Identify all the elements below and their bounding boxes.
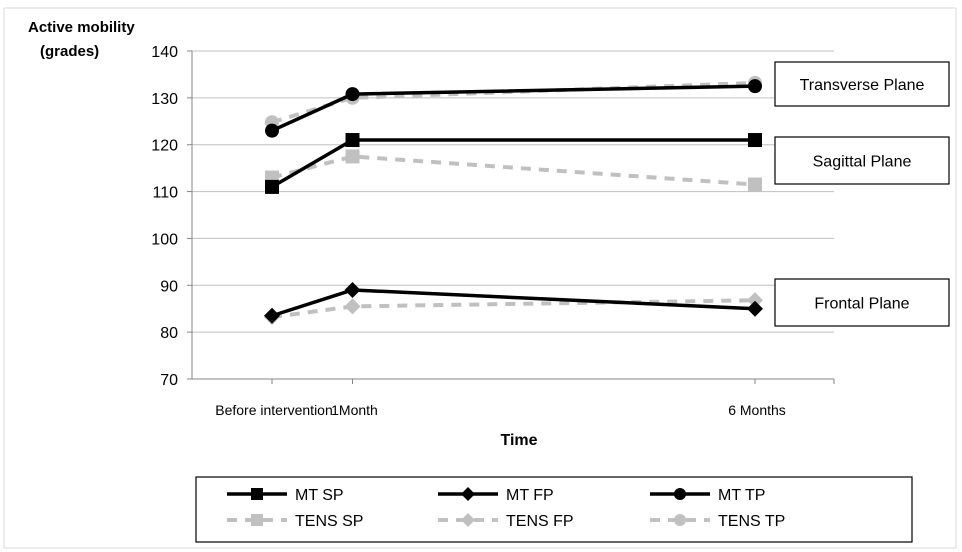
data-point-diamond (461, 487, 475, 501)
axes (187, 50, 835, 384)
legend-label: TENS TP (718, 513, 785, 530)
data-point-diamond (344, 298, 361, 315)
y-tick-label: 90 (160, 278, 178, 295)
data-point-square (748, 177, 762, 192)
data-point-circle (265, 123, 279, 138)
annotation-text: Transverse Plane (800, 77, 925, 94)
annotation-text: Sagittal Plane (813, 154, 912, 171)
data-point-circle (674, 514, 686, 526)
data-point-diamond (747, 292, 763, 309)
legend-label: MT SP (295, 487, 344, 504)
legend-label: MT FP (506, 487, 554, 504)
gridlines (192, 50, 834, 333)
data-point-diamond (747, 300, 763, 317)
annotation-box: Sagittal Plane (774, 136, 950, 185)
x-tick-label: Before intervention (215, 402, 333, 418)
data-point-square (251, 488, 263, 500)
legend-item: MT TP (650, 487, 765, 504)
annotation-frame (774, 136, 950, 185)
legend-item: MT SP (227, 487, 344, 504)
data-point-circle (345, 87, 360, 102)
legend-label: TENS SP (295, 513, 363, 530)
y-tick-label: 130 (151, 91, 178, 108)
data-point-square (345, 149, 360, 164)
data-point-square (345, 133, 360, 148)
legend-frame (195, 476, 913, 543)
data-point-circle (674, 488, 686, 500)
legend-item: TENS SP (227, 513, 363, 530)
y-tick-label: 140 (151, 44, 178, 61)
annotation-text: Frontal Plane (814, 296, 909, 313)
data-point-square (251, 514, 263, 526)
series-mt-tp (265, 79, 762, 138)
data-point-diamond (264, 307, 280, 324)
annotation-frame (774, 61, 950, 107)
data-point-circle (748, 79, 762, 94)
y-tick-label: 110 (152, 185, 178, 202)
y-tick-label: 70 (160, 372, 178, 389)
y-tick-label: 80 (160, 325, 178, 342)
legend-label: MT TP (718, 487, 765, 504)
data-point-diamond (344, 281, 361, 298)
data-point-square (265, 179, 279, 194)
legend-item: TENS TP (650, 513, 785, 530)
annotation-box: Transverse Plane (774, 61, 950, 107)
y-axis-label-line1: Active mobility (28, 19, 135, 36)
x-tick-label: 6 Months (728, 402, 786, 418)
data-point-diamond (461, 513, 475, 527)
series-group (264, 75, 763, 326)
series-mt-fp (264, 281, 763, 324)
x-tick-label: 1Month (331, 402, 378, 418)
annotation-frame (774, 278, 950, 327)
y-tick-label: 120 (151, 138, 178, 155)
annotation-box: Frontal Plane (774, 278, 950, 327)
legend-item: MT FP (438, 487, 554, 504)
data-point-square (748, 133, 762, 148)
y-tick-labels: 70 80 90 100 110 120 130 140 (151, 44, 178, 389)
y-tick-label: 100 (151, 231, 178, 248)
legend: MT SP MT FP MT TP TENS SP TENS FP TENS TP (195, 476, 913, 543)
x-axis-label: Time (500, 432, 537, 449)
annotations: Transverse Plane Sagittal Plane Frontal Pl… (774, 61, 950, 327)
series-mt-sp (265, 133, 762, 194)
legend-label: TENS FP (506, 513, 574, 530)
y-axis-label-line2: (grades) (40, 43, 99, 60)
legend-item: TENS FP (438, 513, 574, 530)
